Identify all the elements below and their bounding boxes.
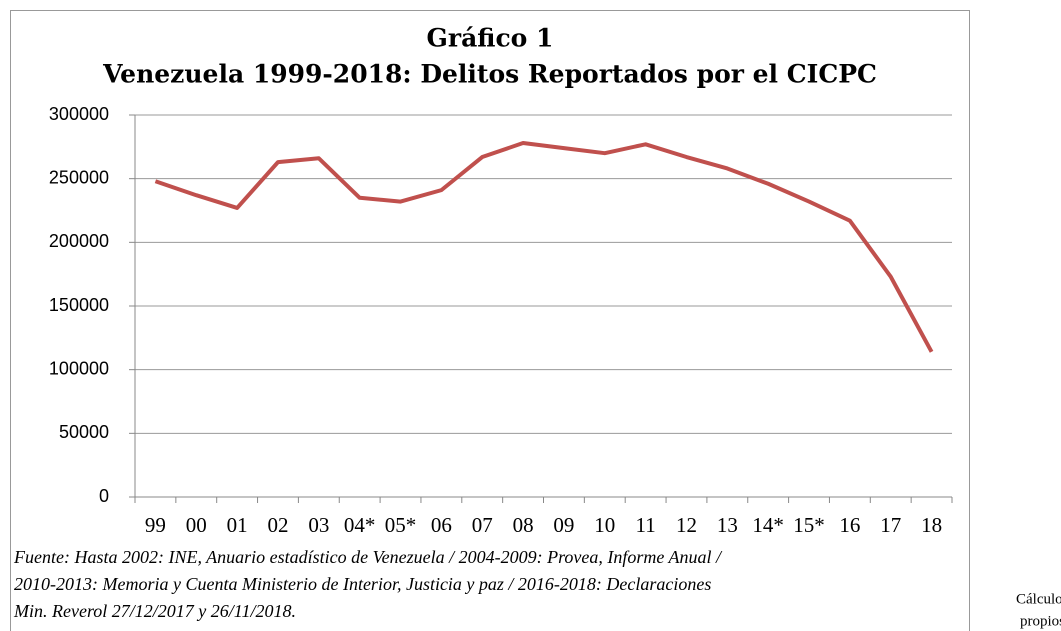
source-note: 2010-2013: Memoria y Cuenta Ministerio d…: [14, 574, 711, 594]
y-tick-label: 150000: [49, 295, 109, 315]
source-note: Fuente: Hasta 2002: INE, Anuario estadís…: [13, 547, 723, 567]
line-series: [154, 141, 934, 353]
chart-subtitle: Venezuela 1999-2018: Delitos Reportados …: [102, 60, 877, 89]
y-tick-label: 200000: [49, 231, 109, 251]
x-tick-label: 01: [227, 513, 248, 537]
x-tick-label: 05*: [385, 513, 417, 537]
y-tick-label: 250000: [49, 167, 109, 187]
side-note: Cálculos: [1016, 591, 1061, 607]
x-tick-label: 16: [839, 513, 860, 537]
y-tick-label: 300000: [49, 104, 109, 124]
x-tick-label: 09: [553, 513, 574, 537]
x-tick-label: 08: [513, 513, 534, 537]
x-tick-label: 11: [636, 513, 656, 537]
x-tick-label: 10: [594, 513, 615, 537]
chart-frame: [10, 10, 970, 631]
x-tick-label: 18: [921, 513, 942, 537]
chart-title: Gráfico 1: [427, 24, 554, 53]
x-tick-label: 13: [717, 513, 738, 537]
x-tick-label: 99: [145, 513, 166, 537]
x-tick-label: 14*: [752, 513, 784, 537]
x-tick-label: 03: [308, 513, 329, 537]
x-tick-label: 07: [472, 513, 493, 537]
x-tick-label: 17: [880, 513, 901, 537]
y-tick-label: 100000: [49, 358, 109, 378]
y-tick-label: 50000: [59, 422, 109, 442]
x-tick-label: 02: [267, 513, 288, 537]
x-tick-label: 12: [676, 513, 697, 537]
x-tick-label: 00: [186, 513, 207, 537]
x-tick-label: 04*: [344, 513, 376, 537]
x-tick-label: 06: [431, 513, 452, 537]
x-tick-label: 15*: [793, 513, 825, 537]
source-note: Min. Reverol 27/12/2017 y 26/11/2018.: [13, 601, 296, 621]
y-tick-label: 0: [99, 486, 109, 506]
side-note: propios: [1020, 613, 1061, 629]
